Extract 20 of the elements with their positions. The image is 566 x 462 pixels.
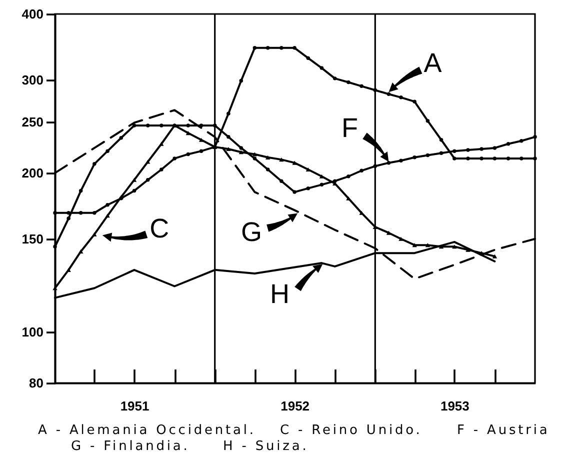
annotation: H	[270, 279, 290, 310]
y-tick-label: 80	[29, 376, 44, 390]
y-tick-label: 200	[22, 165, 44, 180]
annotation: F	[341, 112, 358, 143]
y-tick-label: 400	[22, 6, 44, 22]
text: A - Alemania Occidental.	[38, 423, 256, 438]
annotation: G	[241, 217, 262, 248]
text: H - Suiza.	[223, 439, 309, 454]
x-tick-label: 1952	[280, 398, 310, 414]
text: C - Reino Unido.	[280, 423, 422, 438]
annotation: A	[424, 48, 442, 78]
text: G - Finlandia.	[71, 439, 190, 454]
annotation: C	[150, 213, 170, 244]
text: F - Austria	[457, 423, 550, 438]
y-tick-label: 150	[22, 231, 44, 246]
x-tick-label: 1951	[120, 398, 150, 414]
y-tick-label: 100	[22, 324, 44, 340]
x-tick-label: 1953	[440, 398, 470, 414]
y-tick-label: 300	[22, 72, 44, 88]
y-tick-label: 250	[22, 114, 44, 130]
